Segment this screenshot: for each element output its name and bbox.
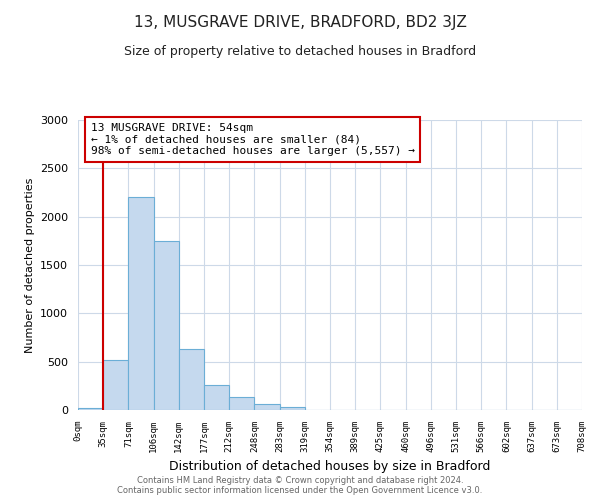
Bar xyxy=(280,407,305,410)
Text: Contains HM Land Registry data © Crown copyright and database right 2024.
Contai: Contains HM Land Registry data © Crown c… xyxy=(118,476,482,495)
Y-axis label: Number of detached properties: Number of detached properties xyxy=(25,178,35,352)
Bar xyxy=(254,404,280,410)
Bar xyxy=(128,198,154,410)
Bar xyxy=(229,398,254,410)
Bar xyxy=(179,348,204,410)
Text: 13, MUSGRAVE DRIVE, BRADFORD, BD2 3JZ: 13, MUSGRAVE DRIVE, BRADFORD, BD2 3JZ xyxy=(134,15,466,30)
Bar xyxy=(154,241,179,410)
Bar xyxy=(78,408,103,410)
Bar xyxy=(103,360,128,410)
Text: Size of property relative to detached houses in Bradford: Size of property relative to detached ho… xyxy=(124,45,476,58)
X-axis label: Distribution of detached houses by size in Bradford: Distribution of detached houses by size … xyxy=(169,460,491,473)
Bar xyxy=(204,385,229,410)
Text: 13 MUSGRAVE DRIVE: 54sqm
← 1% of detached houses are smaller (84)
98% of semi-de: 13 MUSGRAVE DRIVE: 54sqm ← 1% of detache… xyxy=(91,123,415,156)
